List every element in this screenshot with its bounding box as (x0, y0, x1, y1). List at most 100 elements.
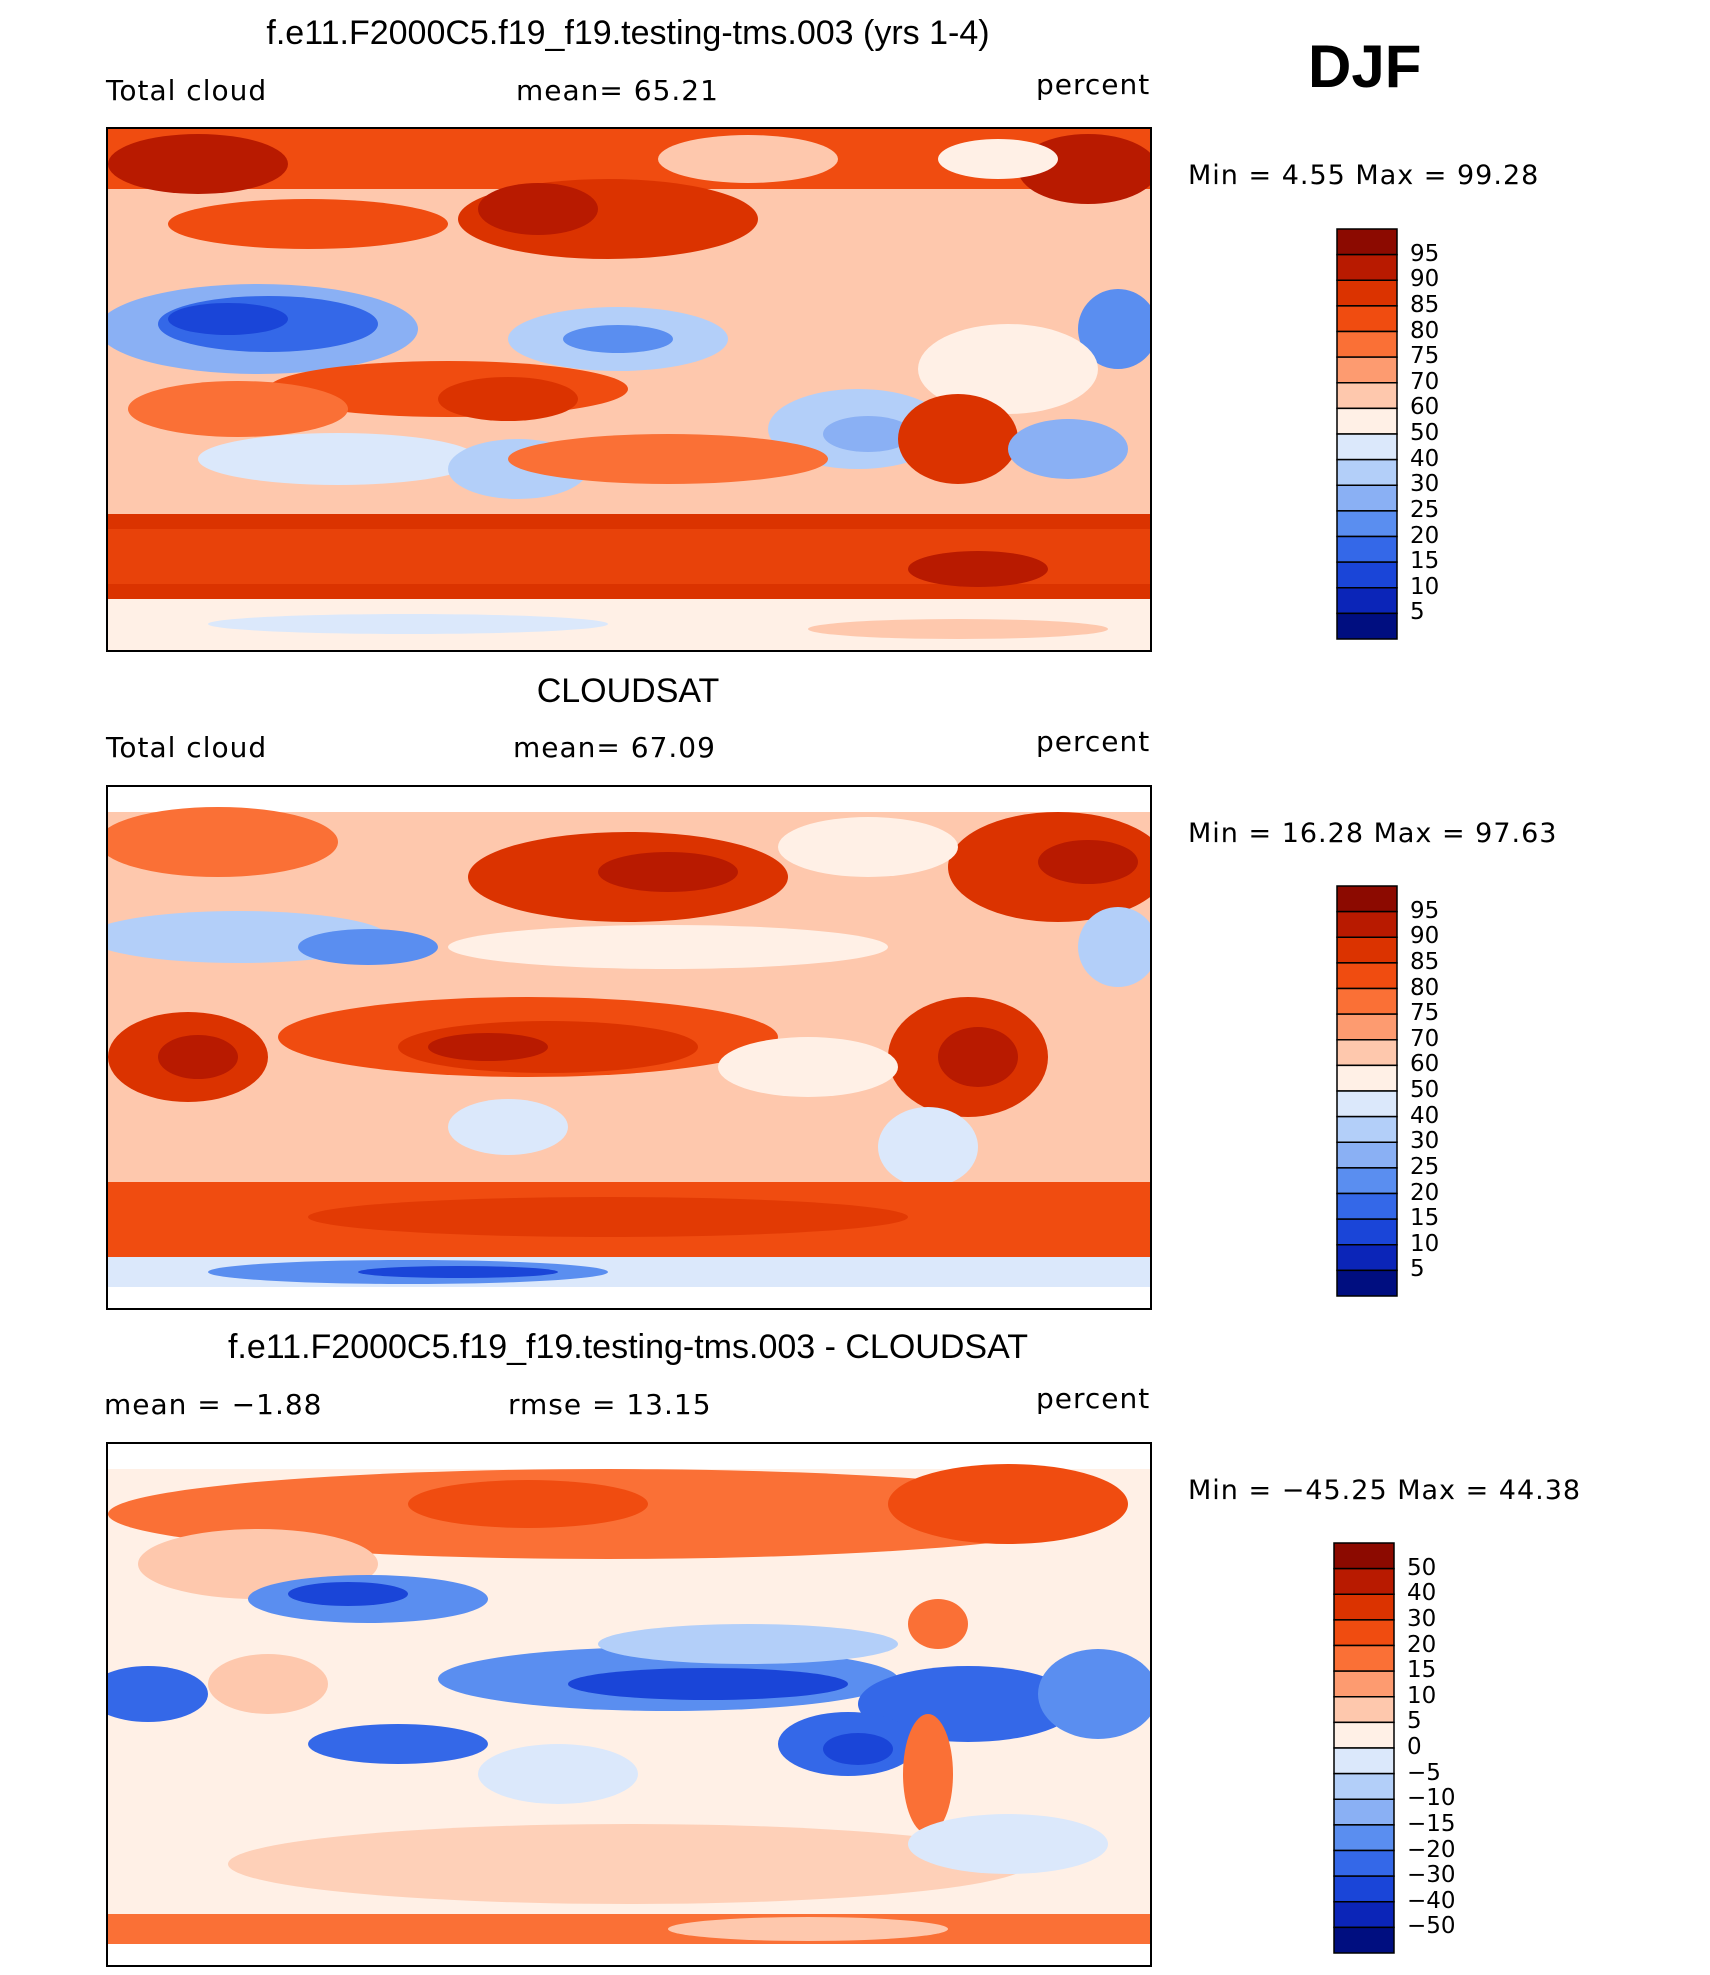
colorbar-tick-label: 10 (1410, 1230, 1440, 1257)
panel-1-left-label: Total cloud (106, 74, 268, 107)
colorbar-tick-label: 30 (1410, 471, 1440, 498)
colorbar-tick-label: 10 (1410, 573, 1440, 600)
panel-3-minmax: Min = −45.25 Max = 44.38 (1188, 1475, 1582, 1506)
colorbar-tick-label: 70 (1410, 368, 1440, 395)
colorbar-tick-label: 25 (1410, 496, 1440, 523)
colorbar-tick-label: 20 (1407, 1631, 1437, 1658)
colorbar-tick-label: 0 (1407, 1734, 1422, 1760)
colorbar-swatch (1336, 1115, 1398, 1143)
panel-1-colorbar: 95 90 85 80 75 70 60 50 40 30 25 20 15 10 5 (1336, 228, 1439, 645)
colorbar-swatch (1336, 279, 1398, 307)
colorbar-swatch (1333, 1747, 1395, 1775)
panel-2-title: CLOUDSAT (536, 672, 720, 710)
colorbar-swatch (1336, 587, 1398, 615)
colorbar-swatch (1336, 1039, 1398, 1067)
panel-3-map (106, 1442, 1152, 1967)
panel-2-colorbar: 95 90 85 80 75 70 60 50 40 30 25 20 15 10 5 (1336, 885, 1439, 1302)
colorbar-tick-label: 60 (1410, 1051, 1440, 1078)
colorbar-tick-label: −15 (1407, 1810, 1456, 1837)
panel-1-minmax: Min = 4.55 Max = 99.28 (1188, 160, 1540, 191)
colorbar-swatch (1336, 612, 1398, 640)
panel-3-rmse-label: rmse = 13.15 (508, 1388, 712, 1421)
colorbar-swatch (1336, 382, 1398, 410)
colorbar-tick-label: 15 (1410, 1205, 1440, 1232)
colorbar-swatch (1336, 1218, 1398, 1246)
colorbar-tick-label: −10 (1407, 1785, 1456, 1812)
colorbar-tick-label: −50 (1407, 1913, 1456, 1940)
colorbar-swatch (1333, 1901, 1395, 1929)
colorbar-swatch (1336, 910, 1398, 938)
colorbar-swatch (1333, 1875, 1395, 1903)
colorbar-tick-label: 30 (1407, 1605, 1437, 1632)
colorbar-tick-label: 90 (1410, 923, 1440, 950)
colorbar-tick-label: 5 (1410, 1256, 1425, 1283)
colorbar-swatch (1333, 1824, 1395, 1852)
colorbar-tick-label: 70 (1410, 1025, 1440, 1052)
colorbar-swatch (1336, 936, 1398, 964)
colorbar-tick-label: 15 (1407, 1657, 1437, 1684)
colorbar-tick-label: 60 (1410, 394, 1440, 421)
panel-3-colorbar-swatches (1333, 1542, 1395, 1954)
panel-3-mean-label: mean = −1.88 (104, 1388, 323, 1421)
panel-1-map-field (108, 129, 1150, 650)
colorbar-tick-label: 50 (1410, 420, 1440, 446)
colorbar-swatch (1336, 305, 1398, 333)
panel-3-title: f.e11.F2000C5.f19_f19.testing-tms.003 - … (227, 1328, 1028, 1366)
colorbar-tick-label: 20 (1410, 522, 1440, 549)
colorbar-tick-label: 95 (1410, 240, 1440, 267)
colorbar-tick-label: 5 (1410, 599, 1425, 626)
panel-2-mean-label: mean= 67.09 (513, 731, 716, 764)
colorbar-tick-label: 80 (1410, 317, 1440, 344)
colorbar-tick-label: 5 (1407, 1708, 1422, 1735)
colorbar-swatch (1333, 1670, 1395, 1698)
panel-3-map-field (108, 1444, 1150, 1965)
season-label: DJF (1308, 33, 1422, 100)
colorbar-tick-label: −30 (1407, 1862, 1456, 1889)
colorbar-swatch (1336, 407, 1398, 435)
colorbar-swatch (1336, 1013, 1398, 1041)
colorbar-swatch (1333, 1644, 1395, 1672)
panel-2-colorbar-swatches (1336, 885, 1398, 1297)
colorbar-tick-label: 25 (1410, 1153, 1440, 1180)
colorbar-swatch (1333, 1798, 1395, 1826)
colorbar-tick-label: 40 (1410, 1102, 1440, 1129)
colorbar-swatch (1333, 1593, 1395, 1621)
colorbar-swatch (1336, 433, 1398, 461)
panel-1-map (106, 127, 1152, 652)
colorbar-swatch (1336, 330, 1398, 358)
colorbar-swatch (1336, 1141, 1398, 1169)
panel-2-minmax: Min = 16.28 Max = 97.63 (1188, 818, 1558, 849)
colorbar-tick-label: 85 (1410, 948, 1440, 975)
colorbar-swatch (1333, 1696, 1395, 1724)
colorbar-tick-label: 10 (1407, 1682, 1437, 1709)
colorbar-swatch (1333, 1772, 1395, 1800)
colorbar-tick-label: 40 (1407, 1580, 1437, 1607)
colorbar-tick-label: 85 (1410, 291, 1440, 318)
colorbar-swatch (1333, 1926, 1395, 1954)
colorbar-swatch (1336, 1244, 1398, 1272)
colorbar-swatch (1333, 1542, 1395, 1570)
colorbar-swatch (1336, 510, 1398, 538)
colorbar-tick-label: 20 (1410, 1179, 1440, 1206)
colorbar-swatch (1336, 561, 1398, 589)
colorbar-swatch (1336, 458, 1398, 486)
colorbar-tick-label: 30 (1410, 1128, 1440, 1155)
panel-3-colorbar: 50 40 30 20 15 10 5 0 −5 −10 −15 −20 −30 −40 −50 (1333, 1542, 1456, 1959)
colorbar-tick-label: 50 (1410, 1077, 1440, 1103)
colorbar-swatch (1336, 987, 1398, 1015)
panel-1-units-label: percent (1036, 68, 1151, 101)
colorbar-swatch (1336, 885, 1398, 913)
colorbar-swatch (1336, 962, 1398, 990)
colorbar-swatch (1336, 228, 1398, 256)
colorbar-tick-label: −20 (1407, 1836, 1456, 1863)
colorbar-swatch (1336, 1090, 1398, 1118)
colorbar-swatch (1333, 1849, 1395, 1877)
colorbar-swatch (1333, 1567, 1395, 1595)
panel-2-units-label: percent (1036, 725, 1151, 758)
panel-1-mean-label: mean= 65.21 (516, 74, 719, 107)
colorbar-swatch (1336, 535, 1398, 563)
colorbar-tick-label: 40 (1410, 445, 1440, 472)
colorbar-swatch (1333, 1721, 1395, 1749)
panel-2-left-label: Total cloud (106, 731, 268, 764)
panel-2-map-field (108, 787, 1150, 1308)
